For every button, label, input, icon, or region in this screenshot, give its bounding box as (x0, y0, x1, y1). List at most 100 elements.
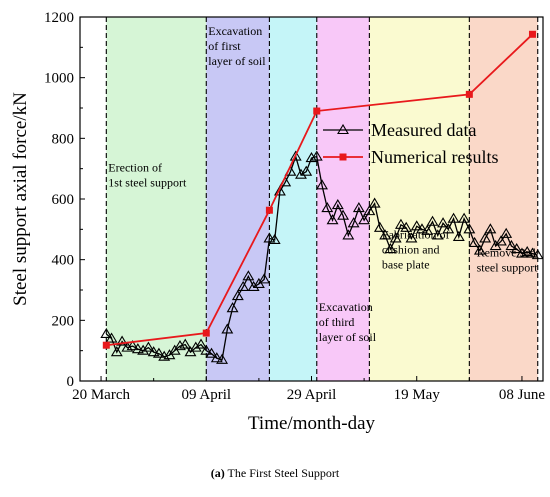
series-1-point-33 (268, 233, 281, 244)
series-2-point-3 (265, 206, 273, 214)
phase-label-4-line-3: layer of soil (319, 330, 377, 344)
series-group (100, 30, 543, 364)
phase-label-2-line-3: layer of soil (208, 54, 266, 68)
legend-label-1: Measured data (371, 120, 476, 140)
phase-band-1 (106, 17, 207, 381)
phase-label-4-line-1: Excavation (319, 300, 373, 314)
series-1-point-49 (352, 202, 365, 213)
phase-label-1-line-2: 1st steel support (108, 176, 187, 190)
series-1-point-28 (242, 270, 255, 281)
series-1-point-1 (100, 327, 113, 339)
caption-text: The First Steel Support (224, 466, 340, 480)
phase-band-5 (369, 17, 470, 381)
phase-label-5: Fabrication of cushion and base plate (382, 227, 450, 271)
series-1-point-55 (384, 242, 397, 254)
series-1-point-69 (458, 212, 471, 223)
series-1-point-19 (195, 338, 207, 349)
series-1-point-46 (337, 209, 350, 220)
series-1-point-79 (510, 242, 523, 254)
series-2-point-6 (528, 30, 536, 38)
series-1-point-24 (221, 323, 234, 334)
series-1-point-74 (484, 223, 497, 234)
series-1-point-23 (216, 353, 229, 364)
phase-label-2-line-1: Excavation (208, 24, 262, 38)
series-2-point-2 (202, 329, 210, 337)
y-tick-label-6: 1000 (44, 71, 74, 87)
series-1-point-42 (316, 179, 328, 190)
series-1-point-48 (347, 217, 360, 228)
phase-label-6: Remove 3rd steel support (477, 246, 539, 275)
series-1-point-63 (426, 215, 439, 226)
series-1-point-72 (473, 244, 486, 255)
caption-label: (a) (210, 466, 225, 480)
series-1-point-50 (358, 214, 371, 225)
series-1-point-60 (410, 220, 423, 231)
series-1-point-53 (373, 221, 386, 232)
phase-label-1-line-1: Erection of (108, 161, 162, 175)
x-axis-label: Time/month-day (248, 413, 376, 434)
series-2-point-5 (465, 90, 473, 98)
series-1-point-16 (179, 338, 192, 349)
phase-band-3 (269, 17, 317, 381)
series-1-point-78 (505, 239, 518, 251)
series-1-point-38 (295, 168, 307, 179)
x-tick-label-1: 20 March (72, 387, 130, 403)
figure-caption: (a) The First Steel Support (0, 466, 550, 481)
series-1-point-10 (147, 346, 160, 357)
x-tick-label-2: 09 April (181, 387, 231, 403)
series-1-point-18 (189, 341, 202, 352)
phase-label-5-line-2: cushion and (382, 242, 440, 256)
y-tick-label-2: 200 (52, 313, 75, 329)
series-1-point-27 (237, 280, 250, 292)
series-1-point-37 (289, 150, 302, 161)
series-1-point-62 (421, 224, 434, 235)
series-1-point-59 (405, 232, 418, 243)
axes: 0 200 400 600 800 1000 1200 20 March 09 April 29 … (44, 10, 545, 403)
series-1-point-45 (331, 198, 344, 210)
series-1-point-21 (205, 347, 218, 358)
series-1-point-43 (321, 202, 334, 213)
series-1-point-41 (310, 150, 323, 161)
y-tick-label-5: 800 (52, 131, 75, 147)
phase-label-6-line-1: Remove 3rd (477, 246, 536, 260)
phase-label-4-line-2: of third (319, 315, 355, 329)
phase-label-1: Erection of 1st steel support (108, 161, 187, 190)
series-1-point-83 (531, 249, 543, 260)
series-1 (100, 150, 543, 364)
phase-label-2: Excavation of first layer of soil (208, 24, 266, 68)
series-1-point-7 (131, 343, 144, 354)
phase-bands (105, 17, 539, 381)
series-1-point-67 (447, 212, 460, 223)
legend-marker-1 (337, 123, 349, 135)
series-1-point-9 (142, 341, 155, 352)
series-1-point-70 (463, 223, 476, 234)
series-1-point-51 (363, 205, 376, 216)
series-1-point-76 (494, 235, 507, 246)
y-tick-label-7: 1200 (44, 10, 74, 26)
y-tick-label-4: 600 (52, 192, 75, 208)
series-1-point-77 (500, 227, 513, 238)
series-1-point-64 (431, 229, 444, 240)
series-2-point-1 (102, 341, 110, 349)
series-1-point-68 (452, 230, 465, 241)
series-1-point-8 (137, 344, 150, 355)
legend: Measured data Numerical results (323, 120, 498, 167)
series-1-point-71 (468, 236, 481, 248)
series-1-point-61 (416, 223, 428, 234)
series-1-point-31 (258, 273, 271, 284)
series-1-point-26 (231, 289, 244, 301)
x-tick-label-5: 08 June (499, 387, 546, 403)
legend-marker-2 (339, 153, 347, 161)
series-1-point-25 (226, 302, 239, 313)
series-2-line (106, 33, 534, 347)
y-axis-label: Steel support axial force/kN (10, 92, 31, 306)
series-1-point-22 (210, 352, 223, 363)
series-1-point-32 (263, 232, 276, 243)
series-1-point-4 (116, 335, 129, 346)
y-tick-label-3: 400 (52, 253, 75, 269)
series-1-point-11 (152, 347, 165, 358)
x-tick-label-3: 29 April (287, 387, 337, 403)
series-1-point-52 (368, 197, 381, 208)
